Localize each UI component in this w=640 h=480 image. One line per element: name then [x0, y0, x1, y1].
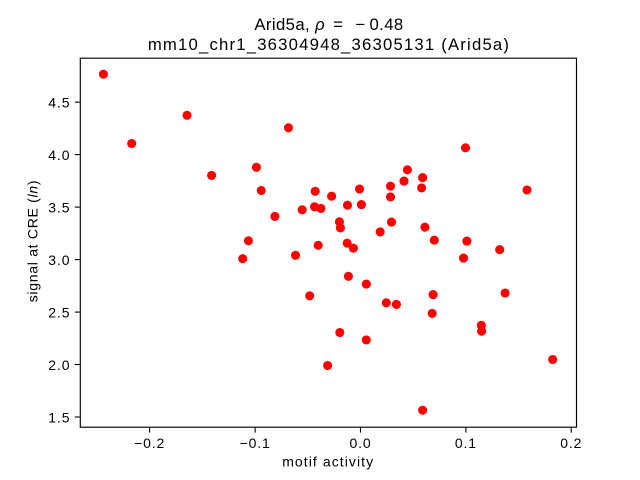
svg-text:4.5: 4.5: [48, 94, 70, 110]
svg-text:−0.2: −0.2: [134, 435, 165, 451]
svg-text:2.0: 2.0: [48, 357, 70, 373]
svg-text:3.0: 3.0: [48, 252, 70, 268]
svg-text:0.0: 0.0: [349, 435, 371, 451]
svg-text:0.1: 0.1: [455, 435, 477, 451]
svg-text:0.2: 0.2: [560, 435, 582, 451]
svg-text:motif activity: motif activity: [282, 453, 374, 469]
svg-text:1.5: 1.5: [48, 409, 70, 425]
svg-text:−0.1: −0.1: [240, 435, 271, 451]
svg-text:signal at CRE (ln): signal at CRE (ln): [25, 180, 41, 303]
svg-text:2.5: 2.5: [48, 304, 70, 320]
svg-text:Arid5a, ρ = −0.48: Arid5a, ρ = −0.48: [254, 15, 403, 34]
svg-text:mm10_chr1_36304948_36305131 (A: mm10_chr1_36304948_36305131 (Arid5a): [148, 35, 510, 54]
svg-text:3.5: 3.5: [48, 199, 70, 215]
svg-text:4.0: 4.0: [48, 147, 70, 163]
